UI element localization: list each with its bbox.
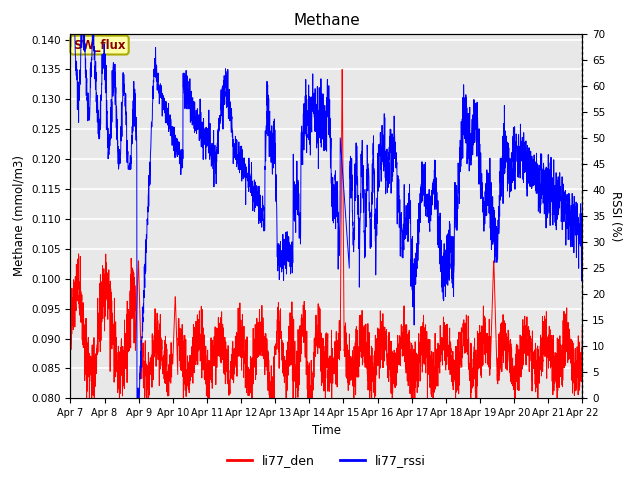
Text: SW_flux: SW_flux: [73, 38, 125, 51]
Y-axis label: RSSI (%): RSSI (%): [609, 191, 622, 241]
Y-axis label: Methane (mmol/m3): Methane (mmol/m3): [12, 156, 26, 276]
X-axis label: Time: Time: [312, 424, 341, 437]
Legend: li77_den, li77_rssi: li77_den, li77_rssi: [222, 449, 431, 472]
Title: Methane: Methane: [293, 13, 360, 28]
